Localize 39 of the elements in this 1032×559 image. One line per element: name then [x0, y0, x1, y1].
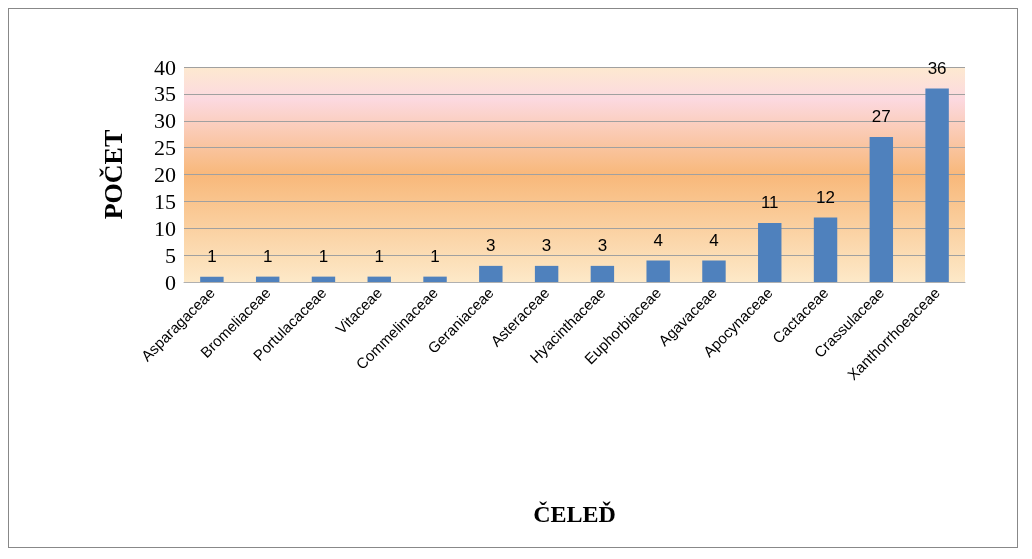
y-tick-label: 0	[165, 269, 176, 295]
y-tick-label: 15	[154, 188, 176, 214]
data-label: 1	[262, 246, 273, 266]
data-label: 1	[318, 246, 329, 266]
bar	[813, 217, 838, 282]
bar	[255, 276, 280, 282]
bar	[423, 276, 447, 282]
y-tick-label: 35	[154, 81, 176, 107]
y-tick-label: 20	[154, 162, 176, 187]
data-label: 11	[760, 192, 779, 212]
y-tick-label: 25	[154, 135, 176, 161]
data-label: 3	[541, 235, 552, 255]
y-tick-label: 30	[154, 108, 176, 134]
bar	[367, 276, 391, 282]
y-axis-title: POČET	[98, 129, 128, 220]
y-tick-label: 5	[165, 242, 176, 268]
bar	[311, 276, 336, 282]
bar	[646, 260, 670, 282]
x-axis-title: ČELEĎ	[533, 501, 616, 527]
bar	[534, 265, 559, 282]
data-label: 27	[871, 106, 891, 126]
bar	[590, 265, 615, 282]
bar	[200, 276, 224, 282]
y-tick-label: 10	[154, 215, 176, 241]
data-label: 1	[374, 246, 384, 266]
data-label: 4	[709, 230, 719, 250]
data-label: 1	[207, 246, 217, 266]
bar	[702, 260, 726, 282]
y-tick-label: 40	[154, 54, 176, 80]
data-label: 3	[486, 235, 496, 255]
bar	[758, 222, 782, 282]
data-label: 3	[597, 235, 608, 255]
bar	[925, 88, 949, 282]
data-label: 36	[927, 58, 947, 78]
data-label: 1	[430, 246, 440, 266]
data-label: 4	[653, 230, 663, 250]
data-label: 12	[816, 187, 835, 207]
bar	[479, 265, 503, 282]
bar	[869, 136, 894, 282]
